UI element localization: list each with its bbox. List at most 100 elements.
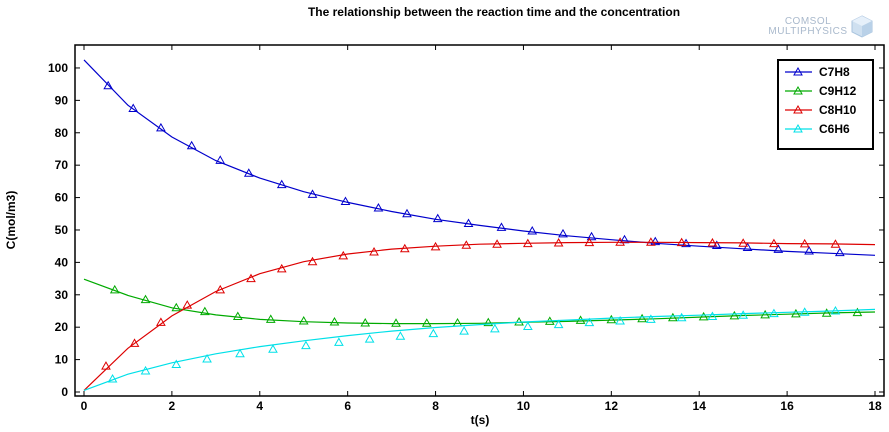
legend-entry: C7H8 (785, 65, 850, 79)
data-point (215, 284, 226, 294)
data-point (140, 365, 151, 375)
watermark-line2: MULTIPHYSICS (768, 26, 847, 37)
data-point (421, 318, 432, 327)
data-point (606, 314, 617, 324)
series-layer (83, 59, 876, 391)
data-point (391, 318, 401, 327)
data-point (402, 208, 412, 218)
data-point (483, 317, 494, 327)
data-point (276, 263, 287, 273)
data-point (329, 316, 340, 326)
data-point (171, 359, 182, 368)
x-tick-label: 18 (868, 399, 882, 413)
x-tick-label: 10 (517, 399, 531, 413)
series-c6h6 (83, 305, 876, 391)
y-axis-label: C(mol/m3) (4, 191, 18, 250)
data-point (246, 273, 256, 283)
data-point (490, 323, 500, 333)
chart-title: The relationship between the reaction ti… (308, 5, 680, 19)
legend-items: C7H8 C9H12 C8H10 C6H6 (785, 65, 857, 136)
comsol-cube-logo-icon (851, 15, 873, 38)
y-tick-label: 100 (48, 61, 68, 75)
y-tick-label: 40 (55, 255, 69, 269)
data-point (307, 189, 318, 198)
legend-entry: C8H10 (785, 103, 857, 117)
legend-marker (793, 104, 803, 114)
data-point (496, 222, 507, 231)
legend-marker (793, 85, 803, 95)
series-line (83, 59, 876, 256)
watermark: COMSOL MULTIPHYSICS (768, 15, 873, 38)
x-tick-label: 4 (256, 399, 263, 413)
data-point (109, 284, 120, 294)
y-tick-label: 10 (55, 353, 69, 367)
series-c8h10 (83, 237, 876, 391)
data-point (834, 247, 845, 257)
x-tick-label: 2 (169, 399, 176, 413)
data-point (128, 103, 139, 112)
data-point (360, 317, 371, 327)
data-point (276, 179, 287, 189)
data-point (799, 238, 810, 248)
data-point (202, 353, 212, 363)
data-point (676, 312, 687, 322)
watermark-line1: COMSOL (785, 16, 831, 27)
x-tick-label: 6 (344, 399, 351, 413)
x-tick-label: 12 (605, 399, 619, 413)
y-tick-label: 0 (61, 385, 68, 399)
data-point (738, 238, 749, 247)
y-tick-label: 30 (55, 288, 69, 302)
data-point (698, 311, 709, 321)
data-point (334, 337, 344, 346)
y-tick-label: 60 (55, 191, 69, 205)
data-point (140, 294, 151, 304)
data-point (791, 308, 801, 318)
data-point (428, 328, 439, 338)
data-point (514, 316, 524, 326)
data-point (430, 241, 441, 251)
data-point (215, 155, 226, 164)
data-point (804, 246, 814, 255)
data-point (182, 300, 193, 309)
x-tick-label: 16 (780, 399, 794, 413)
data-point (452, 317, 463, 327)
data-point (369, 247, 379, 256)
data-point (199, 306, 210, 316)
data-point (232, 311, 243, 320)
legend-label: C7H8 (819, 65, 850, 79)
x-axis-label: t(s) (471, 413, 490, 427)
data-point (301, 340, 311, 350)
data-point (773, 244, 784, 253)
data-point (650, 236, 661, 246)
y-tick-label: 80 (55, 126, 69, 140)
y-tick-label: 20 (55, 320, 69, 334)
data-point (729, 310, 740, 320)
data-point (707, 237, 718, 247)
y-tick-label: 90 (55, 93, 69, 107)
data-point (830, 305, 841, 315)
data-point (527, 225, 538, 235)
legend-label: C9H12 (819, 84, 857, 98)
data-point (399, 243, 410, 253)
data-point (742, 242, 753, 251)
x-tick-label: 8 (432, 399, 439, 413)
data-point (463, 218, 474, 227)
data-point (265, 314, 276, 323)
data-point (268, 344, 278, 353)
series-c9h12 (83, 278, 876, 327)
data-point (101, 361, 111, 370)
legend-entry: C9H12 (785, 84, 857, 98)
data-point (364, 334, 375, 343)
data-point (307, 256, 318, 266)
x-tick-label: 14 (693, 399, 707, 413)
series-line (83, 308, 876, 391)
data-point (395, 331, 406, 340)
data-point (156, 122, 166, 132)
data-point (338, 250, 349, 260)
data-point (646, 237, 656, 246)
data-point (340, 196, 351, 205)
data-point (707, 311, 718, 320)
data-point (243, 168, 254, 177)
data-point (492, 239, 502, 248)
x-tick-label: 0 (81, 399, 88, 413)
